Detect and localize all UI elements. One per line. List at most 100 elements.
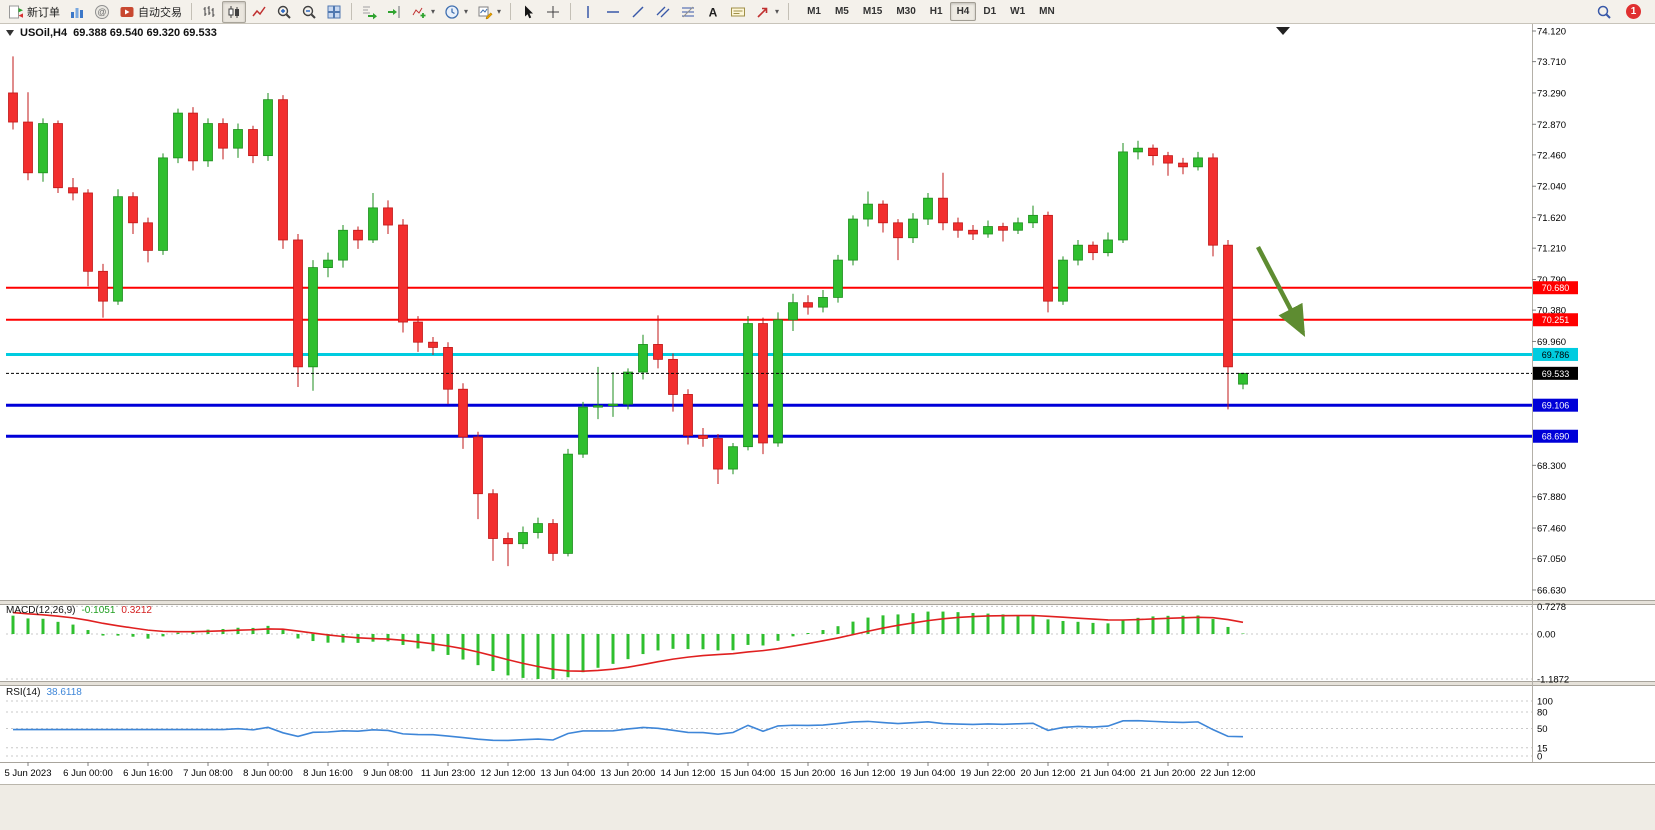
candlestick-chart-button[interactable] [222,0,246,23]
search-icon [1596,4,1612,20]
candle [983,226,993,235]
line-chart-button[interactable] [247,1,271,23]
horizontal-line-button[interactable] [601,1,625,23]
channel-button[interactable] [651,1,675,23]
indicators-button[interactable]: ▾ [407,1,439,23]
timeframe-button-MN[interactable]: MN [1039,6,1055,17]
candle [788,302,798,321]
auto-scroll-icon [361,4,377,20]
candle [1238,372,1248,385]
rsi-axis-label: 80 [1537,708,1548,719]
candle [923,197,933,220]
time-axis-label: 8 Jun 16:00 [303,768,353,779]
toolbar-separator [788,3,790,20]
zoom-in-button[interactable] [272,1,296,23]
crosshair-button[interactable] [541,1,565,23]
candle [308,267,318,368]
timeframe-button-H4[interactable]: H4 [949,2,977,21]
toolbar-right-icons: 1 [1592,1,1651,23]
candle [728,446,738,470]
candle [383,207,393,226]
candle [1073,244,1083,261]
horizontal-line-icon [605,4,621,20]
crosshair-icon [545,4,561,20]
arrows-button[interactable]: ▾ [751,1,783,23]
chart-shift-button[interactable] [382,1,406,23]
timeframe-button-M5[interactable]: M5 [834,6,849,17]
price-badge [1533,366,1578,380]
price-axis-label: 73.710 [1537,57,1566,68]
macd-axis-label: 0.7278 [1537,602,1566,613]
candle [608,403,618,407]
cursor-button[interactable] [516,1,540,23]
svg-text:69.106: 69.106 [1542,401,1570,411]
timeframe-button-M1[interactable]: M1 [807,6,821,17]
candle [563,453,573,554]
auto-trading-button[interactable]: 自动交易 [115,1,186,23]
candle [158,157,168,251]
price-axis-label: 70.380 [1537,306,1566,317]
notification-badge[interactable]: 1 [1626,4,1641,19]
candle [488,493,498,539]
bar-chart-button[interactable] [197,1,221,23]
time-axis-label: 11 Jun 23:00 [421,768,475,779]
time-axis-label: 9 Jun 08:00 [363,768,413,779]
panel-dividers[interactable] [0,24,1655,763]
tile-windows-button[interactable] [322,1,346,23]
svg-text:A: A [709,5,718,19]
candle [53,123,63,189]
new-order-button[interactable]: 新订单 [4,1,64,23]
time-axis[interactable]: 5 Jun 2023 6 Jun 00:00 6 Jun 16:00 7 Jun 08… [4,762,1255,779]
fibonacci-button[interactable] [676,1,700,23]
macd-name: MACD(12,26,9) [6,605,76,616]
candle [653,344,663,360]
community-button[interactable]: @ [90,1,114,23]
chart-shift-marker[interactable] [1276,27,1290,35]
macd-main-value: -0.1051 [81,605,116,616]
charts-icon [69,4,85,20]
search-button[interactable] [1592,1,1616,23]
timeframe-button-M15[interactable]: M15 [862,6,883,17]
periods-button[interactable]: ▾ [440,1,472,23]
price-axis[interactable]: 74.120 73.710 73.290 72.870 72.460 72.040 71.6… [1532,27,1566,597]
candle [173,112,183,159]
chevron-down-icon: ▾ [464,6,469,16]
candle [1013,222,1023,231]
chart-canvas[interactable]: 74.120 73.710 73.290 72.870 72.460 72.040 71.6… [0,24,1655,784]
text-button[interactable]: A [701,1,725,23]
timeframe-button-D1[interactable]: D1 [983,6,997,17]
candle [1058,259,1068,302]
candle [1208,157,1218,246]
trendline-button[interactable] [626,1,650,23]
timeframe-group: M1 M5 M15 M30 H1 H4 D1 W1 MN [800,2,1062,21]
time-axis-label: 16 Jun 12:00 [841,768,896,779]
charts-button[interactable] [65,1,89,23]
timeframe-button-H1[interactable]: H1 [929,6,943,17]
new-order-icon [8,4,24,20]
candle [878,203,888,224]
vertical-line-button[interactable] [576,1,600,23]
candle [38,123,48,174]
price-axis-label: 70.790 [1537,275,1566,286]
zoom-out-button[interactable] [297,1,321,23]
fibonacci-icon [680,4,696,20]
timeframe-button-M30[interactable]: M30 [896,6,916,17]
candle [233,129,243,149]
candle [1103,239,1113,254]
templates-icon [477,4,493,20]
candle [758,323,768,444]
text-label-button[interactable] [726,1,750,23]
horizontal-level-lines[interactable] [6,286,1532,438]
candle [803,302,813,308]
auto-scroll-button[interactable] [357,1,381,23]
timeframe-button-W1[interactable]: W1 [1010,6,1026,17]
collapse-triangle-icon[interactable] [6,30,14,36]
time-axis-label: 21 Jun 04:00 [1081,768,1136,779]
candle [23,121,33,174]
arrow-annotation[interactable] [1256,245,1306,337]
candle [8,92,18,123]
templates-button[interactable]: ▾ [473,1,505,23]
rsi-name: RSI(14) [6,687,41,698]
toolbar-separator [510,3,512,20]
